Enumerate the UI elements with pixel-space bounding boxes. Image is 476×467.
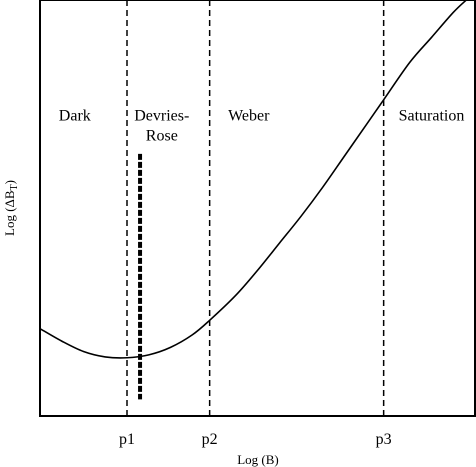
x-tick-labels: p1 p2 p3 [119, 431, 392, 448]
region-label: Devries- Rose [134, 108, 189, 145]
region-labels: Dark Devries- Rose Weber Saturation [59, 108, 465, 145]
region-label: Dark [59, 108, 91, 125]
region-label-line: Rose [146, 128, 178, 145]
region-label: Saturation [399, 108, 465, 125]
x-tick-label: p1 [119, 431, 135, 448]
x-axis-label: Log (B) [237, 452, 279, 467]
y-axis-label: Log (ΔBT) [2, 180, 20, 236]
region-label-line: Devries- [134, 108, 189, 125]
plot-frame [39, 0, 476, 417]
region-label-line: Saturation [399, 108, 465, 125]
x-tick-label: p3 [376, 431, 392, 448]
boundary-lines [126, 0, 385, 416]
region-label: Weber [228, 108, 270, 125]
region-label-line: Dark [59, 108, 91, 125]
region-label-line: Weber [228, 108, 270, 125]
x-tick-label: p2 [202, 431, 218, 448]
threshold-curve [39, 0, 467, 359]
